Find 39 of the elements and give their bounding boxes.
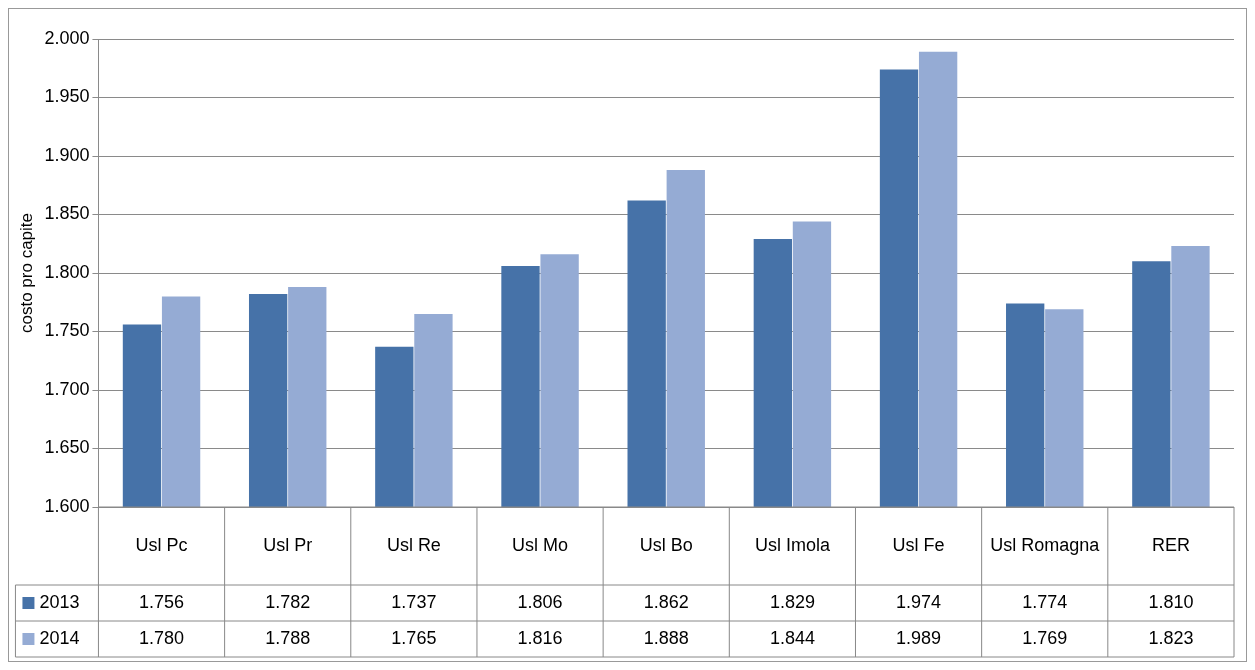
data-label: 1.974: [896, 591, 942, 612]
x-tick-label: Usl Pc: [135, 534, 188, 555]
y-tick-label: 1.600: [44, 495, 90, 516]
data-label: 1.888: [643, 627, 689, 648]
x-tick-label: Usl Mo: [512, 534, 569, 555]
data-label: 1.782: [265, 591, 311, 612]
x-tick-label: RER: [1151, 534, 1190, 555]
y-tick-label: 1.950: [44, 86, 90, 107]
y-tick-label: 2.000: [44, 27, 90, 48]
data-label: 1.810: [1148, 591, 1194, 612]
data-label: 1.788: [265, 627, 311, 648]
legend-label: 2013: [39, 591, 80, 612]
data-label: 1.862: [643, 591, 689, 612]
y-tick-label: 1.650: [44, 437, 90, 458]
legend-label: 2014: [39, 627, 80, 648]
y-tick-label: 1.850: [44, 203, 90, 224]
data-label: 1.823: [1148, 627, 1194, 648]
y-tick-label: 1.750: [44, 320, 90, 341]
data-label: 1.765: [391, 627, 437, 648]
data-label: 1.844: [769, 627, 815, 648]
y-tick-label: 1.900: [44, 144, 90, 165]
data-label: 1.769: [1022, 627, 1068, 648]
data-label: 1.780: [139, 627, 185, 648]
data-label: 1.756: [139, 591, 185, 612]
x-tick-label: Usl Imola: [754, 534, 831, 555]
x-tick-label: Usl Bo: [639, 534, 693, 555]
x-tick-label: Usl Romagna: [990, 534, 1101, 555]
y-tick-label: 1.800: [44, 261, 90, 282]
y-axis-title: costo pro capite: [16, 212, 36, 334]
x-tick-label: Usl Fe: [892, 534, 945, 555]
data-label: 1.816: [517, 627, 563, 648]
x-tick-label: Usl Re: [386, 534, 441, 555]
data-label: 1.829: [769, 591, 815, 612]
data-label: 1.989: [896, 627, 942, 648]
data-label: 1.737: [391, 591, 437, 612]
y-tick-label: 1.700: [44, 378, 90, 399]
data-label: 1.806: [517, 591, 563, 612]
x-tick-label: Usl Pr: [263, 534, 313, 555]
data-label: 1.774: [1022, 591, 1068, 612]
